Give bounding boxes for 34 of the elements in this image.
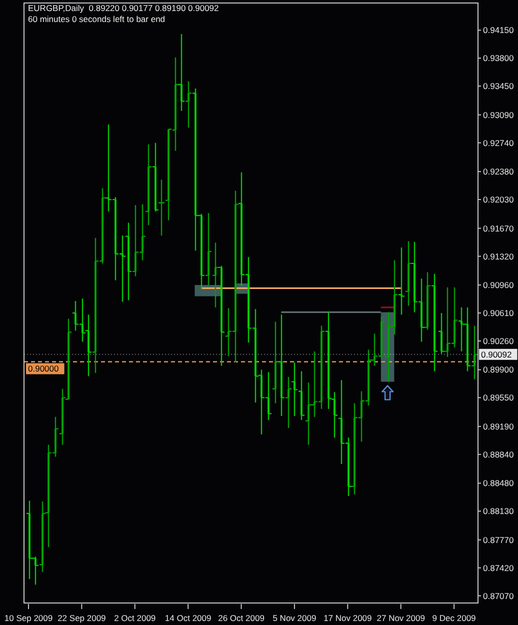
chart-title: EURGBP,Daily 0.89220 0.90177 0.89190 0.90092 bbox=[28, 3, 220, 13]
y-tick-label: 0.89900 bbox=[483, 364, 514, 375]
x-tick-label: 10 Sep 2009 bbox=[4, 613, 53, 623]
x-tick-label: 27 Nov 2009 bbox=[376, 613, 426, 623]
y-tick-label: 0.92380 bbox=[483, 166, 514, 177]
x-tick-label: 14 Oct 2009 bbox=[164, 613, 212, 623]
y-tick-label: 0.93800 bbox=[483, 53, 514, 64]
y-tick-label: 0.93090 bbox=[483, 110, 514, 120]
x-tick-label: 9 Dec 2009 bbox=[432, 613, 476, 623]
x-tick-label: 22 Sep 2009 bbox=[58, 613, 106, 623]
x-tick-label: 2 Oct 2009 bbox=[114, 613, 156, 623]
y-tick-label: 0.88840 bbox=[483, 449, 514, 460]
y-tick-label: 0.92030 bbox=[483, 194, 514, 205]
y-tick-label: 0.90610 bbox=[483, 308, 514, 318]
y-tick-label: 0.90260 bbox=[483, 336, 514, 346]
x-tick-label: 26 Oct 2009 bbox=[218, 613, 265, 623]
y-tick-label: 0.87770 bbox=[483, 534, 514, 545]
x-tick-label: 17 Nov 2009 bbox=[324, 613, 372, 623]
y-tick-label: 0.89550 bbox=[483, 392, 514, 403]
y-tick-label: 0.87070 bbox=[483, 590, 514, 601]
ref-line-label: 0.90092 bbox=[481, 349, 512, 360]
ref-line-label: 0.90000 bbox=[28, 364, 59, 374]
text: 60 minutes 0 seconds left to bar end bbox=[28, 14, 166, 24]
y-tick-label: 0.92740 bbox=[483, 138, 514, 148]
y-tick-label: 0.91670 bbox=[483, 223, 514, 234]
y-tick-label: 0.88480 bbox=[483, 478, 514, 488]
y-tick-label: 0.94150 bbox=[483, 25, 514, 36]
y-tick-label: 0.91320 bbox=[483, 251, 514, 262]
y-tick-label: 0.90960 bbox=[483, 280, 514, 290]
y-tick-label: 0.87420 bbox=[483, 562, 514, 573]
x-tick-label: 5 Nov 2009 bbox=[272, 613, 316, 623]
y-tick-label: 0.88130 bbox=[483, 506, 514, 516]
y-tick-label: 0.89190 bbox=[483, 421, 514, 432]
y-tick-label: 0.93450 bbox=[483, 81, 514, 92]
